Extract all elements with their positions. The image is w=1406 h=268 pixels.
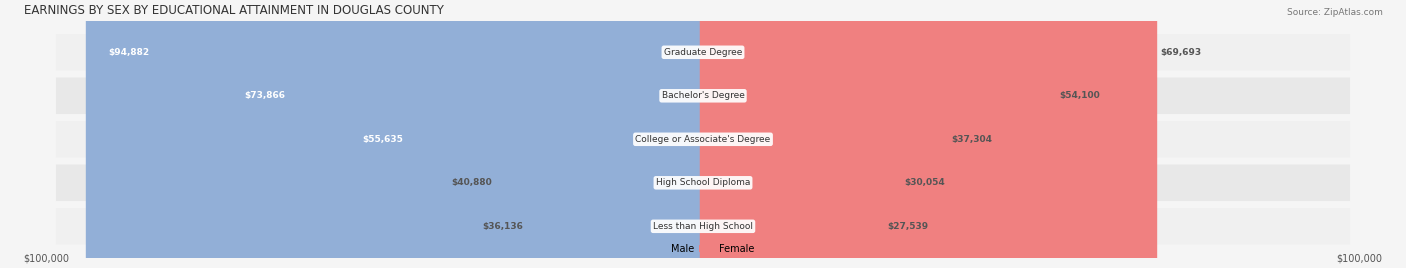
Text: $36,136: $36,136 [482, 222, 523, 231]
FancyBboxPatch shape [222, 0, 706, 268]
Text: $37,304: $37,304 [950, 135, 991, 144]
Text: High School Diploma: High School Diploma [655, 178, 751, 187]
Text: Bachelor's Degree: Bachelor's Degree [662, 91, 744, 100]
FancyBboxPatch shape [700, 0, 1157, 268]
FancyBboxPatch shape [56, 165, 1350, 201]
Legend: Male, Female: Male, Female [648, 240, 758, 258]
Text: EARNINGS BY SEX BY EDUCATIONAL ATTAINMENT IN DOUGLAS COUNTY: EARNINGS BY SEX BY EDUCATIONAL ATTAINMEN… [24, 3, 443, 17]
FancyBboxPatch shape [465, 0, 706, 268]
FancyBboxPatch shape [436, 0, 706, 268]
Text: $55,635: $55,635 [363, 135, 404, 144]
FancyBboxPatch shape [56, 34, 1350, 70]
FancyBboxPatch shape [700, 0, 948, 268]
Text: Less than High School: Less than High School [652, 222, 754, 231]
FancyBboxPatch shape [700, 0, 1056, 268]
Text: Source: ZipAtlas.com: Source: ZipAtlas.com [1286, 8, 1382, 17]
Text: $73,866: $73,866 [245, 91, 285, 100]
Text: $40,880: $40,880 [451, 178, 492, 187]
FancyBboxPatch shape [340, 0, 706, 268]
Text: $94,882: $94,882 [108, 48, 149, 57]
FancyBboxPatch shape [700, 0, 884, 268]
Text: $27,539: $27,539 [887, 222, 929, 231]
FancyBboxPatch shape [56, 77, 1350, 114]
Text: $100,000: $100,000 [24, 253, 69, 263]
Text: College or Associate's Degree: College or Associate's Degree [636, 135, 770, 144]
Text: $30,054: $30,054 [904, 178, 945, 187]
FancyBboxPatch shape [86, 0, 706, 268]
FancyBboxPatch shape [56, 208, 1350, 245]
Text: $69,693: $69,693 [1160, 48, 1202, 57]
Text: $54,100: $54,100 [1060, 91, 1101, 100]
FancyBboxPatch shape [56, 121, 1350, 158]
FancyBboxPatch shape [700, 0, 901, 268]
Text: Graduate Degree: Graduate Degree [664, 48, 742, 57]
Text: $100,000: $100,000 [1337, 253, 1382, 263]
